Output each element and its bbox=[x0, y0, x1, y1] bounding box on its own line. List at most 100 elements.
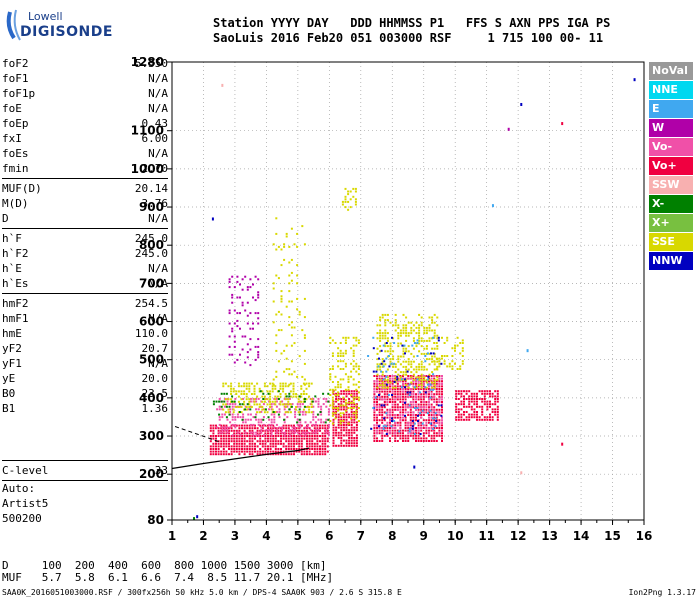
echo-point bbox=[459, 342, 462, 344]
echo-point bbox=[402, 395, 404, 398]
echo-point bbox=[325, 405, 328, 408]
echo-point bbox=[460, 413, 463, 416]
echo-point bbox=[273, 421, 276, 424]
echo-point bbox=[435, 368, 438, 370]
echo-point bbox=[373, 411, 376, 414]
echo-point bbox=[290, 405, 293, 408]
echo-point bbox=[256, 382, 259, 385]
echo-point bbox=[257, 293, 260, 296]
echo-point bbox=[389, 424, 391, 427]
echo-point bbox=[386, 375, 389, 377]
echo-point bbox=[270, 421, 273, 424]
echo-point bbox=[248, 385, 251, 388]
echo-point bbox=[409, 414, 412, 416]
echo-point bbox=[394, 378, 397, 381]
echo-point bbox=[302, 390, 305, 393]
echo-point bbox=[305, 393, 308, 395]
echo-point bbox=[287, 448, 290, 450]
echo-point bbox=[433, 384, 436, 387]
param-value: N/A bbox=[148, 72, 168, 85]
echo-point bbox=[409, 375, 412, 377]
echo-point bbox=[252, 327, 254, 330]
echo-point bbox=[348, 403, 351, 406]
echo-point bbox=[290, 429, 293, 432]
echo-point bbox=[260, 410, 263, 413]
echo-point bbox=[420, 360, 423, 363]
echo-point bbox=[209, 450, 212, 453]
echo-point bbox=[405, 365, 408, 368]
echo-point bbox=[280, 352, 283, 355]
echo-point bbox=[344, 401, 347, 404]
echo-point bbox=[261, 424, 264, 427]
echo-point bbox=[270, 431, 273, 434]
echo-point bbox=[430, 377, 433, 380]
echo-point bbox=[405, 371, 408, 374]
echo-point bbox=[407, 403, 410, 406]
echo-point bbox=[394, 434, 397, 437]
echo-point bbox=[239, 416, 242, 419]
echo-point bbox=[381, 313, 384, 316]
echo-point bbox=[340, 408, 343, 411]
echo-point bbox=[248, 429, 251, 432]
separator bbox=[2, 480, 168, 481]
echo-point bbox=[277, 277, 280, 280]
echo-point bbox=[350, 437, 353, 439]
echo-point bbox=[422, 385, 425, 388]
echo-point bbox=[327, 408, 330, 411]
echo-point bbox=[236, 280, 239, 283]
echo-point bbox=[212, 432, 215, 435]
echo-point bbox=[327, 434, 330, 437]
echo-point bbox=[386, 388, 389, 390]
echo-point bbox=[430, 414, 433, 416]
echo-point bbox=[307, 431, 310, 434]
echo-point bbox=[267, 450, 269, 453]
virtual-height-trace bbox=[171, 447, 310, 470]
echo-point bbox=[355, 339, 358, 342]
echo-point bbox=[461, 362, 464, 365]
echo-point bbox=[355, 370, 358, 373]
echo-point bbox=[303, 362, 306, 365]
echo-point bbox=[305, 382, 308, 385]
echo-point bbox=[423, 368, 426, 371]
echo-point bbox=[295, 442, 298, 445]
echo-point bbox=[394, 395, 397, 398]
echo-point bbox=[329, 342, 332, 344]
echo-point bbox=[233, 335, 236, 338]
echo-point bbox=[217, 427, 220, 430]
echo-point bbox=[272, 321, 275, 324]
param-value: 3.76 bbox=[141, 197, 169, 210]
echo-point bbox=[324, 435, 327, 437]
echo-point bbox=[209, 427, 212, 430]
echo-point bbox=[296, 245, 299, 248]
echo-point bbox=[420, 377, 423, 380]
echo-point bbox=[335, 416, 338, 419]
echo-point bbox=[248, 390, 251, 393]
echo-point bbox=[433, 321, 436, 324]
echo-point bbox=[254, 358, 257, 361]
echo-point bbox=[267, 445, 269, 448]
echo-point bbox=[461, 342, 464, 344]
echo-point bbox=[381, 375, 384, 377]
echo-point bbox=[441, 427, 443, 429]
echo-point bbox=[337, 394, 340, 396]
echo-point bbox=[301, 413, 304, 416]
echo-point bbox=[455, 411, 458, 413]
echo-point bbox=[399, 432, 402, 435]
echo-point bbox=[308, 432, 311, 435]
echo-point bbox=[429, 409, 432, 412]
echo-point bbox=[496, 405, 499, 408]
echo-point bbox=[433, 380, 436, 383]
param-row: hmF2 254.5 bbox=[2, 296, 168, 311]
echo-point bbox=[263, 395, 266, 398]
echo-point bbox=[389, 437, 391, 440]
echo-point bbox=[321, 427, 324, 430]
echo-point bbox=[340, 424, 343, 426]
echo-point bbox=[352, 360, 355, 363]
echo-point bbox=[334, 388, 337, 391]
echo-point bbox=[448, 365, 451, 368]
echo-point bbox=[455, 418, 458, 421]
echo-point bbox=[325, 429, 328, 432]
echo-point bbox=[422, 375, 425, 377]
x-tick-label: 15 bbox=[604, 529, 621, 543]
echo-point bbox=[391, 398, 394, 401]
